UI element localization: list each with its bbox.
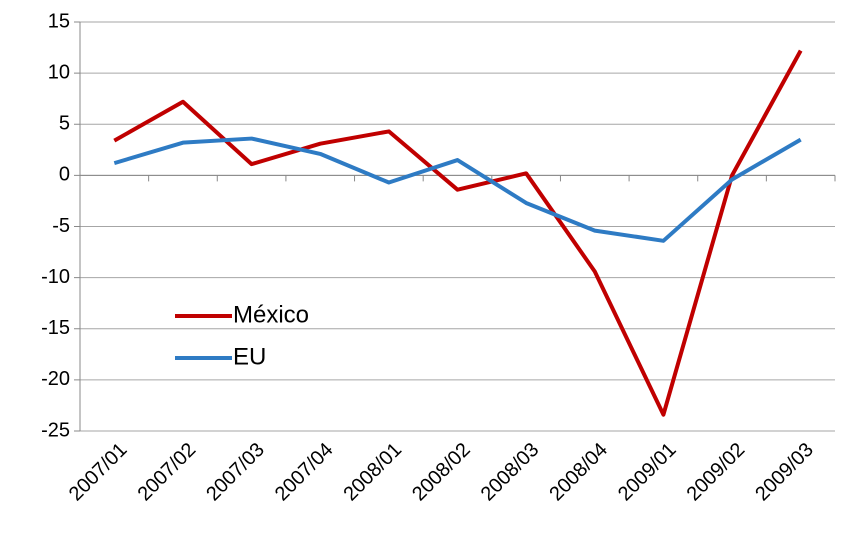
x-tick-label: 2008/02 xyxy=(408,439,475,506)
y-tick-label: 5 xyxy=(59,113,70,135)
x-tick-label: 2007/04 xyxy=(271,439,338,506)
y-tick-label: 10 xyxy=(48,61,70,83)
x-tick-label: 2007/02 xyxy=(134,439,201,506)
x-tick-label: 2008/04 xyxy=(545,439,612,506)
y-tick-label: 15 xyxy=(48,10,70,32)
y-tick-label: -15 xyxy=(41,317,70,339)
x-tick-label: 2007/01 xyxy=(65,439,132,506)
y-tick-label: 0 xyxy=(59,164,70,186)
x-tick-label: 2007/03 xyxy=(202,439,269,506)
y-tick-label: -5 xyxy=(52,215,70,237)
x-tick-label: 2009/02 xyxy=(683,439,750,506)
legend-label: México xyxy=(233,301,309,328)
x-tick-label: 2008/01 xyxy=(339,439,406,506)
x-tick-label: 2009/03 xyxy=(751,439,818,506)
y-tick-label: -10 xyxy=(41,266,70,288)
y-tick-label: -20 xyxy=(41,368,70,390)
x-tick-label: 2009/01 xyxy=(614,439,681,506)
legend-label: EU xyxy=(233,343,266,370)
x-tick-label: 2008/03 xyxy=(477,439,544,506)
series-line xyxy=(113,49,803,417)
y-tick-label: -25 xyxy=(41,419,70,441)
series-line xyxy=(113,136,802,243)
